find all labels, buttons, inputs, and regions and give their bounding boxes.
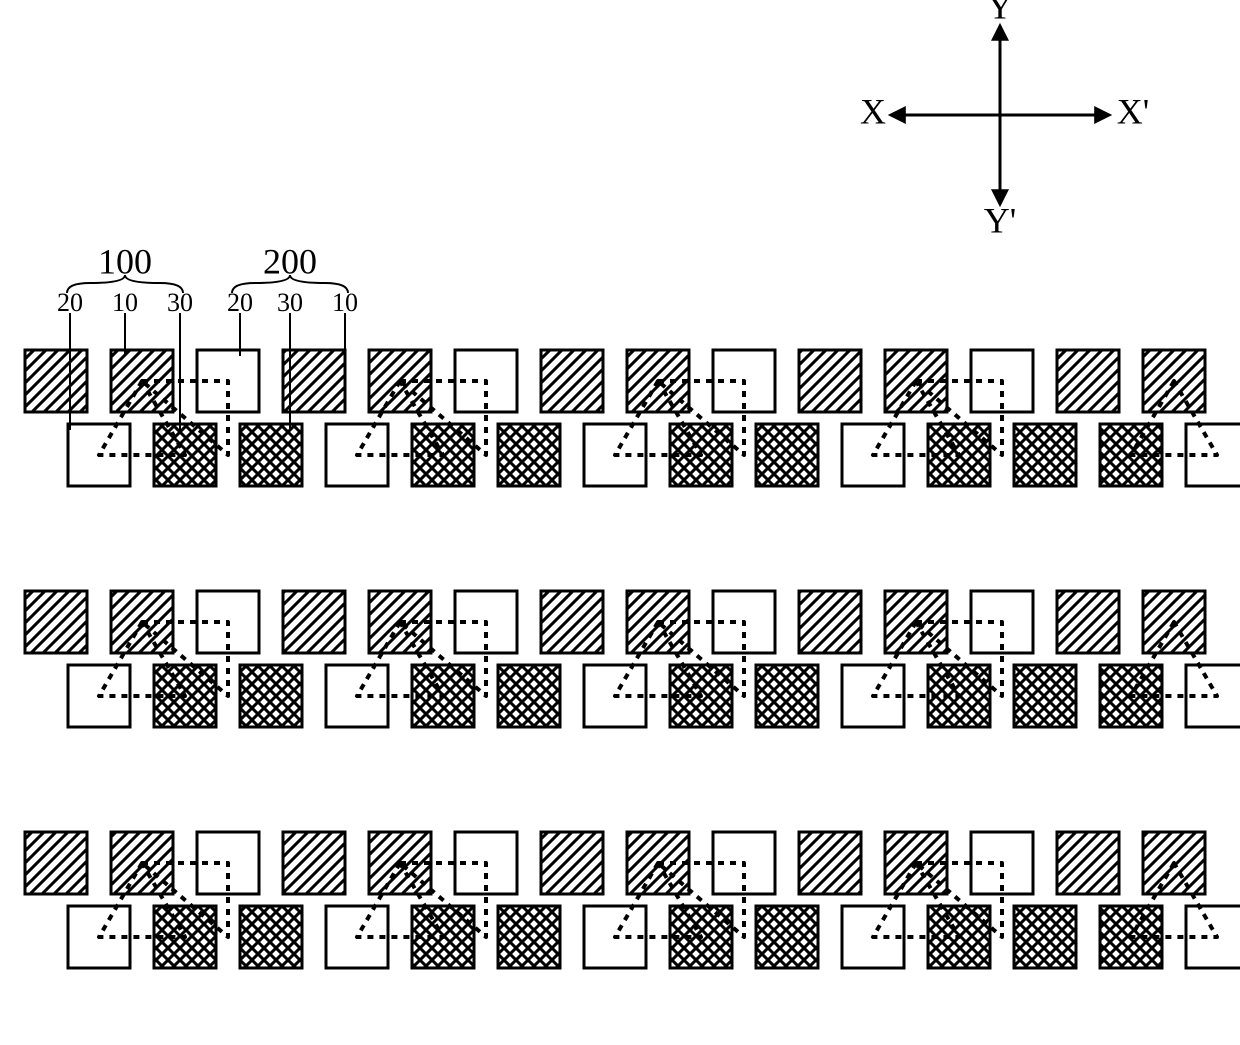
pixel-square — [283, 832, 345, 894]
svg-text:20: 20 — [57, 288, 83, 317]
svg-text:X: X — [860, 91, 886, 131]
diagram-svg: XX'YY' 100200201030203010 — [0, 0, 1240, 1045]
coordinate-axes: X X' Y Y' — [860, 0, 1149, 240]
svg-text:Y': Y' — [984, 200, 1016, 240]
pixel-square — [1014, 424, 1076, 486]
pixel-square — [240, 665, 302, 727]
svg-text:10: 10 — [112, 288, 138, 317]
svg-text:30: 30 — [277, 288, 303, 317]
pixel-square — [799, 591, 861, 653]
pixel-square — [25, 350, 87, 412]
pixel-square — [756, 424, 818, 486]
svg-text:20: 20 — [227, 288, 253, 317]
pixel-square — [541, 591, 603, 653]
pixel-square — [1057, 591, 1119, 653]
pixel-square — [498, 424, 560, 486]
pixel-square — [799, 832, 861, 894]
pixel-square — [240, 906, 302, 968]
pixel-square — [1057, 832, 1119, 894]
svg-text:Y: Y — [987, 0, 1013, 26]
pixel-square — [756, 906, 818, 968]
svg-text:10: 10 — [332, 288, 358, 317]
pixel-square — [498, 906, 560, 968]
pixel-square — [1014, 665, 1076, 727]
pixel-square — [25, 832, 87, 894]
pixel-square — [541, 350, 603, 412]
pixel-square — [1057, 350, 1119, 412]
pixel-square — [25, 591, 87, 653]
pixel-square — [240, 424, 302, 486]
svg-text:30: 30 — [167, 288, 193, 317]
pixel-square — [1014, 906, 1076, 968]
svg-text:X': X' — [1117, 91, 1149, 131]
pixel-square — [799, 350, 861, 412]
pixel-square — [541, 832, 603, 894]
pixel-square — [498, 665, 560, 727]
pixel-square — [283, 591, 345, 653]
pixel-square — [756, 665, 818, 727]
pixel-grid — [25, 350, 1240, 1045]
pixel-square — [283, 350, 345, 412]
